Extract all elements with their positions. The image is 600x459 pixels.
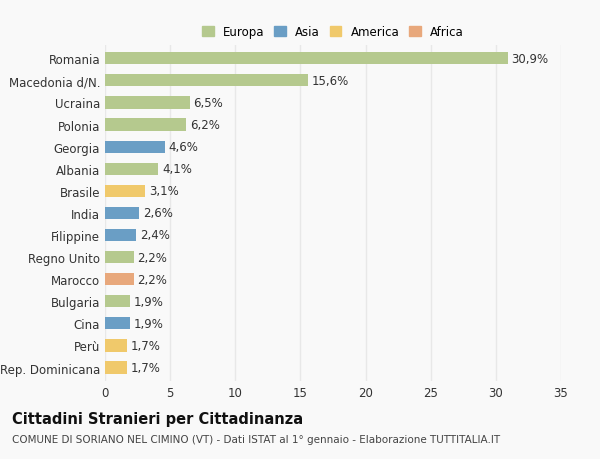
- Bar: [105, 141, 165, 153]
- Text: 30,9%: 30,9%: [511, 53, 548, 66]
- Bar: [105, 362, 127, 374]
- Text: 2,4%: 2,4%: [140, 229, 170, 242]
- Bar: [105, 274, 134, 285]
- Bar: [105, 163, 158, 175]
- Text: 6,2%: 6,2%: [190, 119, 220, 132]
- Bar: [105, 296, 130, 308]
- Text: 3,1%: 3,1%: [149, 185, 179, 198]
- Bar: [105, 252, 134, 263]
- Bar: [105, 97, 190, 109]
- Bar: [105, 75, 308, 87]
- Bar: [105, 119, 186, 131]
- Bar: [105, 230, 136, 241]
- Text: 1,9%: 1,9%: [134, 317, 164, 330]
- Bar: [105, 53, 508, 65]
- Text: 1,9%: 1,9%: [134, 295, 164, 308]
- Text: 2,2%: 2,2%: [137, 251, 167, 264]
- Text: 1,7%: 1,7%: [131, 339, 161, 352]
- Legend: Europa, Asia, America, Africa: Europa, Asia, America, Africa: [200, 23, 466, 41]
- Text: 4,6%: 4,6%: [169, 141, 199, 154]
- Bar: [105, 207, 139, 219]
- Text: 15,6%: 15,6%: [312, 75, 349, 88]
- Bar: [105, 340, 127, 352]
- Text: Cittadini Stranieri per Cittadinanza: Cittadini Stranieri per Cittadinanza: [12, 411, 303, 426]
- Bar: [105, 318, 130, 330]
- Text: 6,5%: 6,5%: [194, 97, 223, 110]
- Text: 2,2%: 2,2%: [137, 273, 167, 286]
- Text: 1,7%: 1,7%: [131, 361, 161, 374]
- Text: 2,6%: 2,6%: [143, 207, 173, 220]
- Bar: [105, 185, 145, 197]
- Text: COMUNE DI SORIANO NEL CIMINO (VT) - Dati ISTAT al 1° gennaio - Elaborazione TUTT: COMUNE DI SORIANO NEL CIMINO (VT) - Dati…: [12, 434, 500, 444]
- Text: 4,1%: 4,1%: [163, 163, 192, 176]
